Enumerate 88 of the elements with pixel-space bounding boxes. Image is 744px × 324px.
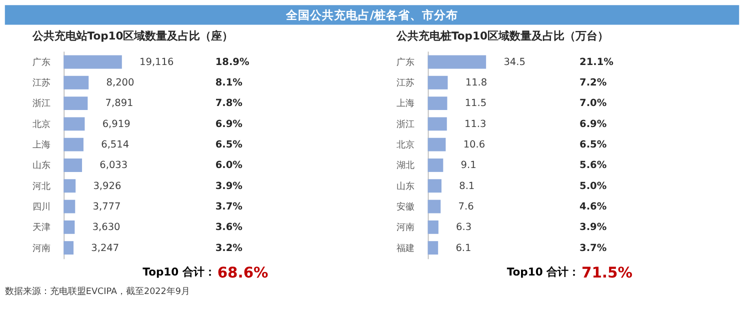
- y-tick-label: 安徽: [396, 201, 415, 212]
- y-tick-label: 四川: [32, 201, 50, 212]
- text: 6.9%: [215, 118, 243, 130]
- y-tick-label: 天津: [32, 222, 50, 234]
- data-label: 6.1: [456, 242, 472, 254]
- bar: [64, 138, 84, 152]
- text: 3.7%: [580, 242, 607, 254]
- text: 3.9%: [215, 180, 243, 192]
- text: 8.1%: [215, 78, 243, 89]
- data-label: 6.3: [456, 222, 472, 234]
- data-label: 8,200: [106, 78, 134, 89]
- text: 7.2%: [580, 78, 607, 89]
- source-note: 数据来源：充电联盟EVCIPA，截至2022年9月: [4, 286, 190, 297]
- text: 21.1%: [580, 56, 614, 68]
- bar: [428, 200, 441, 214]
- data-label: 3,926: [93, 180, 122, 192]
- chart-title: 公共充电站Top10区域数量及占比（座）: [31, 29, 234, 42]
- y-tick-label: 河南: [32, 242, 50, 254]
- bar: [64, 158, 82, 172]
- y-tick-label: 湖北: [396, 160, 415, 172]
- y-tick-label: 江苏: [32, 78, 50, 89]
- y-tick-label: 北京: [32, 118, 50, 130]
- text: 6.0%: [215, 160, 243, 172]
- data-label: 3,247: [91, 242, 120, 254]
- data-label: 3,630: [92, 222, 120, 234]
- text: 6.5%: [215, 140, 243, 151]
- bar: [64, 76, 89, 90]
- y-tick-label: 河北: [32, 180, 50, 192]
- bar: [428, 158, 444, 172]
- y-tick-label: 山东: [32, 160, 50, 172]
- bar: [64, 55, 122, 69]
- y-tick-label: 上海: [396, 98, 415, 110]
- data-label: 6,514: [101, 140, 130, 151]
- y-tick-label: 山东: [396, 180, 415, 192]
- data-label: 11.5: [464, 98, 487, 110]
- text: 3.7%: [215, 201, 243, 212]
- data-label: 11.8: [465, 78, 488, 89]
- text: 68.6%: [217, 264, 269, 282]
- text: 3.6%: [215, 222, 243, 234]
- bar: [64, 220, 75, 234]
- text: 7.8%: [215, 98, 243, 110]
- bar: [428, 76, 448, 90]
- bar: [64, 117, 85, 131]
- bar: [428, 220, 438, 234]
- data-label: 7,891: [105, 98, 134, 110]
- data-label: 8.1: [459, 180, 475, 192]
- text: 6.5%: [580, 140, 607, 151]
- data-label: 6,919: [102, 118, 130, 130]
- y-tick-label: 上海: [32, 140, 50, 151]
- bar: [64, 241, 74, 255]
- text: 7.0%: [580, 98, 607, 110]
- bar: [428, 138, 446, 152]
- text: 71.5%: [581, 264, 633, 282]
- y-tick-label: 北京: [396, 140, 415, 151]
- chart-title: 公共充电桩Top10区域数量及占比（万台）: [395, 29, 608, 42]
- y-tick-label: 江苏: [396, 78, 415, 89]
- data-label: 11.3: [464, 118, 486, 130]
- y-tick-label: 广东: [396, 56, 415, 68]
- text: 18.9%: [215, 56, 250, 68]
- text: 全国公共充电占/桩各省、市分布: [284, 8, 458, 22]
- data-label: 34.5: [504, 56, 526, 68]
- text: Top10 合计：: [142, 265, 216, 278]
- text: 3.9%: [580, 222, 607, 234]
- y-tick-label: 浙江: [32, 98, 50, 110]
- bar: [428, 241, 438, 255]
- data-label: 7.6: [458, 201, 474, 212]
- bar: [428, 96, 448, 110]
- y-tick-label: 浙江: [396, 118, 415, 130]
- text: 5.0%: [580, 180, 607, 192]
- bar: [64, 200, 76, 214]
- y-tick-label: 河南: [396, 222, 415, 234]
- bar: [428, 55, 486, 69]
- data-label: 3,777: [92, 201, 121, 212]
- data-label: 6,033: [100, 160, 128, 172]
- data-label: 9.1: [460, 160, 476, 172]
- text: 4.6%: [580, 201, 607, 212]
- text: 5.6%: [580, 160, 607, 172]
- bar: [428, 179, 442, 193]
- text: 3.2%: [215, 242, 243, 254]
- data-label: 10.6: [463, 140, 486, 151]
- bar: [64, 179, 76, 193]
- data-label: 19,116: [140, 56, 174, 68]
- bar: [428, 117, 447, 131]
- bar: [64, 96, 88, 110]
- y-tick-label: 福建: [396, 242, 415, 254]
- y-tick-label: 广东: [32, 56, 50, 68]
- text: 6.9%: [580, 118, 607, 130]
- text: Top10 合计：: [506, 265, 580, 278]
